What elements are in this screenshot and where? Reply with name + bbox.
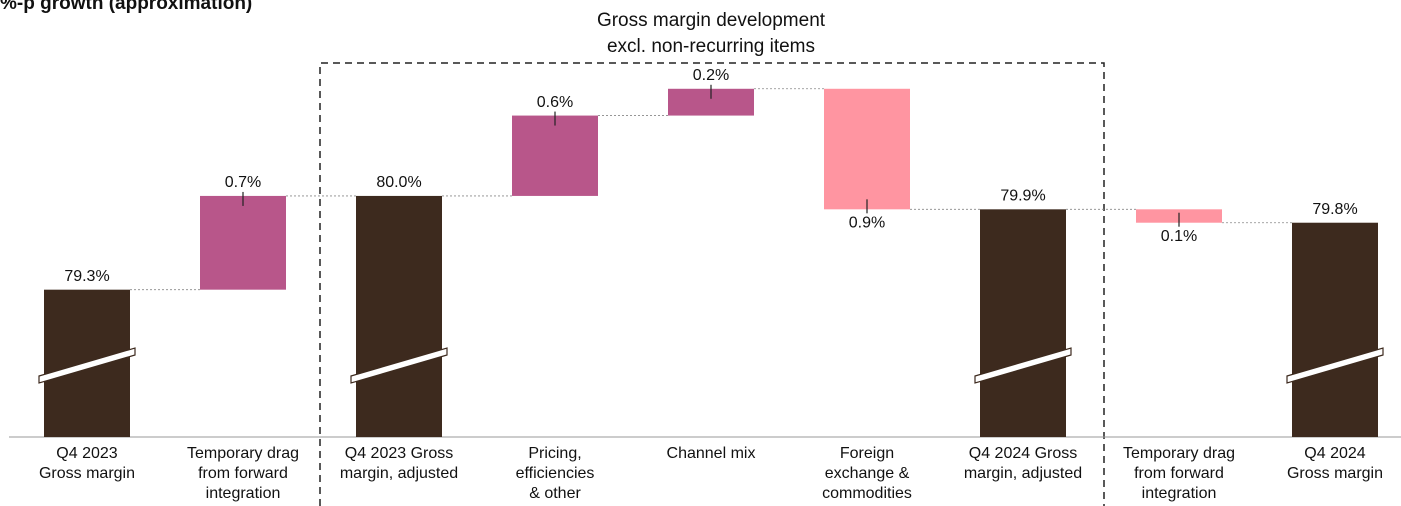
x-tick-label: & other [529,485,581,502]
value-label: 0.7% [225,174,261,191]
x-tick-label: Temporary drag [187,445,299,462]
value-label: 79.9% [1000,188,1045,205]
x-tick-label: Gross margin [1287,465,1383,482]
x-tick-label: Q4 2023 [56,445,117,462]
axis-break [38,347,136,384]
value-label: 0.2% [693,67,729,84]
bar [824,88,910,210]
bar [512,115,598,196]
annotation: Gross margin development [597,10,826,31]
x-tick-label: integration [1142,485,1217,502]
axis-break [974,347,1072,384]
x-tick-label: from forward [198,465,288,482]
value-label: 79.8% [1312,201,1357,218]
x-tick-label: Q4 2024 [1304,445,1365,462]
x-tick-label: Pricing, [528,445,581,462]
x-tick-label: Q4 2024 Gross [969,445,1078,462]
axis-break [1286,347,1384,384]
value-label: 0.9% [849,215,885,232]
annotation: excl. non-recurring items [607,36,815,57]
x-tick-label: margin, adjusted [964,465,1082,482]
x-tick-label: Channel mix [667,445,756,462]
bar [200,195,286,290]
x-tick-label: Foreign [840,445,894,462]
value-label: 0.1% [1161,228,1197,245]
x-tick-label: Q4 2023 Gross [345,445,454,462]
axis-break [350,347,448,384]
value-label: 79.3% [64,268,109,285]
x-tick-label: Temporary drag [1123,445,1235,462]
chart-title: %-p growth (approximation) [0,0,252,14]
x-tick-label: efficiencies [516,465,595,482]
x-tick-label: Gross margin [39,465,135,482]
x-tick-label: margin, adjusted [340,465,458,482]
x-tick-label: exchange & [825,465,910,482]
value-label: 80.0% [376,174,421,191]
group-box [319,62,1105,506]
x-tick-label: from forward [1134,465,1224,482]
bar [980,209,1066,437]
bar [1292,222,1378,437]
x-tick-label: integration [206,485,281,502]
x-tick-label: commodities [822,485,912,502]
bar [356,195,442,437]
value-label: 0.6% [537,94,573,111]
